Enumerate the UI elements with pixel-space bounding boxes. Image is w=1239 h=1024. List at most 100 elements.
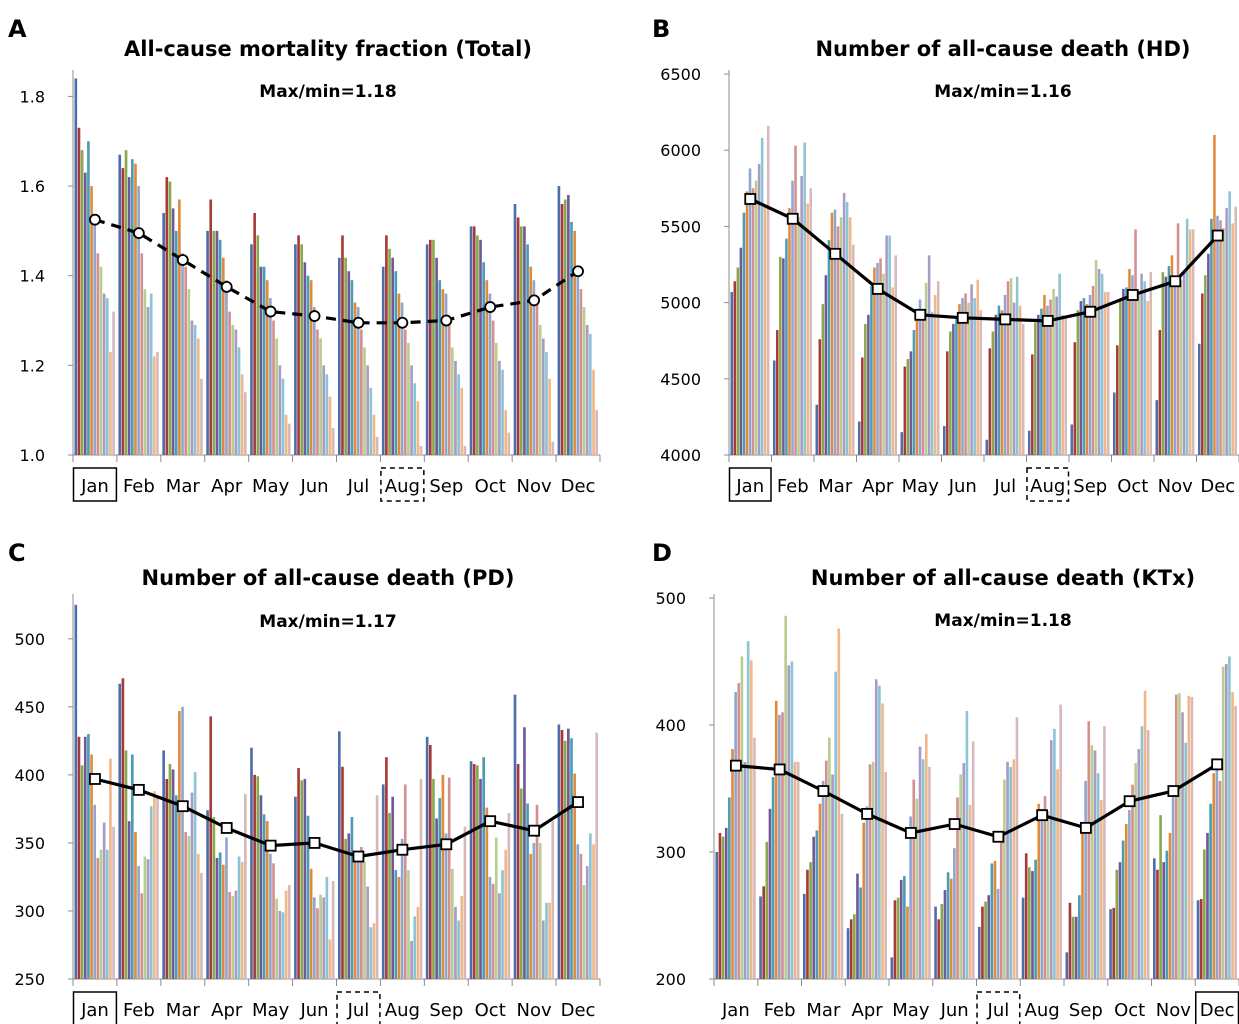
- bar-c-apr: [228, 891, 231, 979]
- bar-d-jun: [959, 774, 962, 979]
- panel-d-xtick-label: Apr: [852, 1000, 884, 1021]
- bar-a-sep: [463, 446, 467, 455]
- bar-d-aug: [1053, 728, 1056, 979]
- bar-a-may: [281, 378, 285, 455]
- mean-point-c-apr: [220, 822, 233, 834]
- panel-c-xtick-label: Nov: [517, 1000, 552, 1021]
- bar-d-dec: [1231, 691, 1234, 979]
- bar-c-aug: [388, 812, 391, 979]
- bar-c-sep: [457, 920, 460, 979]
- bar-a-feb: [121, 168, 125, 456]
- bar-b-apr: [882, 273, 885, 455]
- bar-c-jun: [331, 881, 335, 979]
- bar-a-aug: [388, 248, 391, 455]
- bar-d-dec: [1218, 780, 1222, 979]
- bar-b-oct: [1137, 294, 1140, 455]
- mean-point-d-feb: [773, 763, 786, 776]
- bar-a-jun: [300, 244, 304, 455]
- bar-d-feb: [787, 665, 791, 979]
- bar-a-dec: [582, 307, 586, 455]
- bar-d-apr: [859, 887, 862, 979]
- bar-d-oct: [1112, 907, 1116, 979]
- bar-b-jul: [1018, 305, 1022, 455]
- bar-d-mar: [840, 813, 844, 979]
- bar-b-nov: [1179, 279, 1183, 455]
- mean-point-d-nov: [1167, 785, 1180, 797]
- mean-point-b-may: [914, 308, 927, 321]
- bar-c-jun: [328, 939, 332, 979]
- bar-c-jun: [322, 897, 326, 979]
- bar-c-nov: [513, 694, 517, 979]
- bar-c-feb: [124, 750, 128, 979]
- bar-a-aug: [413, 383, 417, 455]
- mean-point-a-mar: [176, 254, 189, 266]
- bar-c-oct: [504, 849, 508, 979]
- bar-d-jan: [753, 737, 756, 979]
- bar-c-mar: [190, 792, 194, 979]
- bar-c-sep: [425, 736, 429, 979]
- bar-a-jun: [306, 275, 310, 455]
- bar-b-mar: [833, 209, 837, 455]
- bar-b-jan: [742, 212, 746, 455]
- panel-b-xtick-label: Dec: [1200, 476, 1235, 497]
- bar-b-nov: [1173, 284, 1177, 455]
- bar-d-apr: [856, 873, 859, 979]
- mean-point-d-jun: [948, 818, 961, 830]
- bar-b-sep: [1085, 304, 1089, 455]
- panel-d-xtick-label: Mar: [806, 1000, 841, 1021]
- bar-a-feb: [131, 159, 134, 455]
- bar-c-mar: [193, 772, 197, 979]
- bar-c-aug: [419, 778, 423, 979]
- bar-c-apr: [221, 864, 225, 979]
- bar-d-oct: [1140, 726, 1144, 979]
- bar-d-oct: [1124, 824, 1128, 979]
- mean-point-b-nov: [1169, 275, 1182, 288]
- bar-b-oct: [1125, 287, 1128, 455]
- panel-a-xtick-label: May: [252, 476, 290, 497]
- bar-a-dec: [563, 199, 567, 455]
- bar-b-aug: [1058, 273, 1061, 455]
- bar-c-jul: [356, 860, 360, 979]
- bar-c-jun: [300, 780, 304, 979]
- bar-a-mar: [178, 199, 181, 455]
- bar-a-dec: [592, 369, 595, 455]
- bar-c-mar: [174, 795, 178, 979]
- bar-c-oct: [485, 807, 489, 979]
- bar-a-sep: [447, 320, 451, 455]
- bar-d-oct: [1137, 749, 1141, 979]
- bar-d-sep: [1071, 916, 1075, 979]
- bar-b-feb: [785, 238, 788, 455]
- mean-point-b-apr: [871, 282, 884, 295]
- bar-b-nov: [1158, 330, 1162, 455]
- panel-d-ratio: Max/min=1.18: [934, 611, 1071, 631]
- bar-c-feb: [134, 832, 137, 979]
- bar-d-mar: [837, 628, 841, 979]
- bar-c-may: [259, 795, 263, 979]
- bar-a-sep: [435, 257, 438, 455]
- bar-c-may: [278, 910, 282, 979]
- bar-a-jun: [316, 329, 319, 455]
- bar-d-nov: [1178, 693, 1181, 979]
- bar-d-apr: [881, 703, 884, 979]
- panel-c: C Number of all-cause death (PD) Max/min…: [8, 539, 601, 1024]
- panel-a-xtick-label: Jan: [80, 476, 109, 497]
- bar-a-feb: [149, 293, 153, 455]
- bar-a-dec: [573, 230, 576, 455]
- bar-a-aug: [410, 365, 413, 455]
- bar-b-jul: [1021, 323, 1025, 455]
- bar-d-jun: [953, 848, 956, 979]
- bar-c-may: [272, 863, 275, 979]
- bar-b-aug: [1040, 308, 1043, 455]
- mean-point-a-jun: [308, 310, 321, 322]
- bar-a-apr: [225, 280, 228, 455]
- panel-d: D Number of all-cause death (KTx) Max/mi…: [652, 539, 1239, 1024]
- panel-b: B Number of all-cause death (HD) Max/min…: [652, 15, 1239, 502]
- bar-d-jun: [949, 878, 953, 979]
- bar-b-mar: [842, 192, 846, 455]
- bar-d-dec: [1209, 803, 1212, 979]
- panel-d-xtick-label: Jul: [987, 1000, 1010, 1021]
- bar-a-apr: [218, 239, 222, 455]
- bar-c-dec: [557, 724, 561, 979]
- bar-b-apr: [861, 357, 864, 455]
- bar-d-nov: [1184, 742, 1187, 979]
